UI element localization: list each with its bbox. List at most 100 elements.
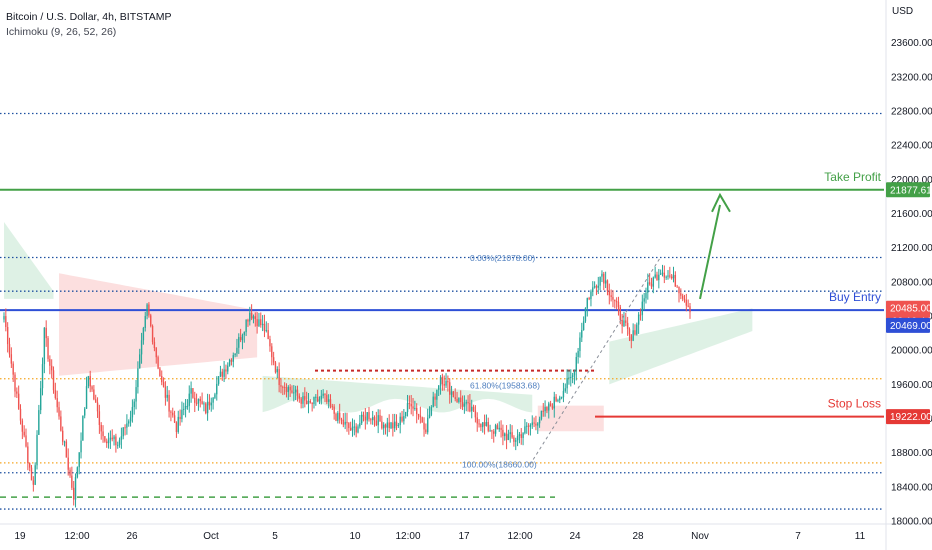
candle-body (102, 431, 104, 437)
candle-body (509, 432, 511, 435)
candle-body (474, 410, 477, 418)
candle-body (416, 407, 418, 414)
y-tick-label: 22400.00 (891, 141, 932, 152)
candle-body (73, 487, 75, 500)
x-tick-label: 17 (458, 531, 470, 542)
candle-body (276, 369, 278, 373)
candle-body (32, 480, 35, 485)
candle-body (96, 402, 99, 412)
candle-body (318, 399, 321, 402)
candle-body (502, 429, 504, 437)
candle-body (19, 408, 22, 421)
candle-body (289, 386, 291, 391)
candle-body (559, 397, 561, 401)
candle-body (131, 407, 134, 418)
candle-body (617, 301, 620, 308)
candle-body (261, 323, 264, 326)
candle-body (234, 353, 236, 356)
fib-level-label: 0.00%(21078.00) (470, 253, 535, 263)
candle-body (564, 388, 566, 391)
y-tick-label: 21200.00 (891, 243, 932, 254)
candle-body (28, 463, 31, 468)
candle-body (397, 425, 400, 427)
candle-body (533, 422, 535, 424)
y-tick-label: 18000.00 (891, 517, 932, 528)
candle-body (186, 405, 189, 407)
candle-body (184, 406, 187, 409)
target-arrow-head (711, 192, 731, 213)
candle-body (205, 403, 207, 414)
candle-body (436, 389, 438, 400)
candle-body (232, 355, 234, 362)
candle-body (625, 320, 627, 323)
candle-body (307, 400, 310, 405)
candle-body (183, 408, 185, 410)
candle-body (285, 387, 288, 393)
x-tick-label: Oct (203, 531, 219, 542)
candle-body (216, 383, 218, 395)
candle-body (689, 306, 691, 313)
candle-body (551, 406, 554, 409)
x-tick-label: 12:00 (64, 531, 89, 542)
candle-body (111, 437, 113, 440)
candle-body (410, 403, 412, 407)
candle-body (404, 412, 407, 417)
candle-body (614, 299, 616, 302)
candle-body (669, 275, 671, 277)
candle-body (252, 316, 255, 319)
candle-body (236, 347, 238, 354)
candle-body (390, 422, 392, 429)
candle-body (549, 403, 552, 407)
candle-body (50, 365, 53, 371)
candle-body (194, 397, 196, 403)
candle-body (67, 457, 69, 470)
candle-body (610, 295, 612, 297)
candle-body (408, 403, 411, 405)
candle-body (329, 399, 332, 407)
candle-body (322, 393, 324, 396)
candle-body (269, 339, 271, 347)
candle-body (577, 351, 579, 358)
candle-body (201, 401, 203, 404)
candle-body (298, 395, 301, 399)
candle-body (667, 275, 669, 277)
candle-body (568, 377, 570, 379)
candle-body (61, 430, 64, 442)
target-arrow-line (699, 204, 721, 300)
symbol-title: Bitcoin / U.S. Dollar, 4h, BITSTAMP (6, 11, 172, 23)
y-tick-label: 23600.00 (891, 38, 932, 49)
candle-body (505, 433, 508, 440)
candle-body (331, 406, 334, 408)
candle-body (441, 377, 444, 385)
candle-body (139, 354, 141, 369)
candle-body (113, 436, 115, 440)
candle-body (375, 420, 378, 426)
candle-body (263, 323, 266, 331)
candle-body (652, 277, 655, 287)
candle-body (388, 422, 390, 429)
candle-body (76, 467, 79, 478)
candle-body (364, 416, 367, 421)
candle-body (504, 433, 506, 437)
candle-body (359, 423, 361, 427)
candle-body (659, 273, 662, 275)
candle-body (489, 430, 491, 432)
candle-body (118, 439, 121, 445)
candle-body (304, 396, 306, 401)
candle-body (518, 434, 521, 436)
candle-body (104, 436, 106, 442)
candle-body (87, 376, 90, 387)
candle-body (265, 330, 267, 332)
candle-body (148, 304, 150, 316)
candle-body (302, 396, 304, 404)
candle-body (573, 371, 576, 376)
candle-body (203, 403, 205, 405)
candle-body (382, 424, 385, 429)
candle-body (351, 426, 354, 431)
candle-body (403, 416, 405, 422)
candle-body (623, 320, 625, 327)
candle-body (74, 477, 77, 500)
candle-body (177, 416, 179, 432)
